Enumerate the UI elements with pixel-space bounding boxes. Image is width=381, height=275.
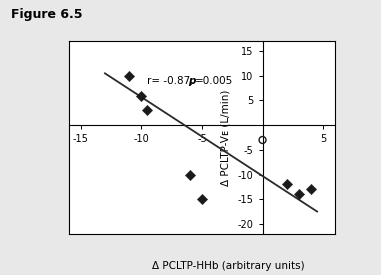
Point <box>187 172 193 177</box>
Point <box>308 187 314 191</box>
Point <box>199 197 205 201</box>
Point <box>144 108 150 112</box>
Point <box>296 192 302 196</box>
Point <box>259 138 266 142</box>
Point <box>126 74 132 78</box>
Text: p: p <box>188 76 195 86</box>
Point <box>138 93 144 98</box>
Point <box>284 182 290 187</box>
Y-axis label: Δ PCLTP-Vᴇ (L/min): Δ PCLTP-Vᴇ (L/min) <box>221 89 231 186</box>
Text: r= -0.87,: r= -0.87, <box>147 76 197 86</box>
Text: =0.005: =0.005 <box>195 76 233 86</box>
X-axis label: Δ PCLTP-HHb (arbitrary units): Δ PCLTP-HHb (arbitrary units) <box>152 261 305 271</box>
Text: Figure 6.5: Figure 6.5 <box>11 8 83 21</box>
